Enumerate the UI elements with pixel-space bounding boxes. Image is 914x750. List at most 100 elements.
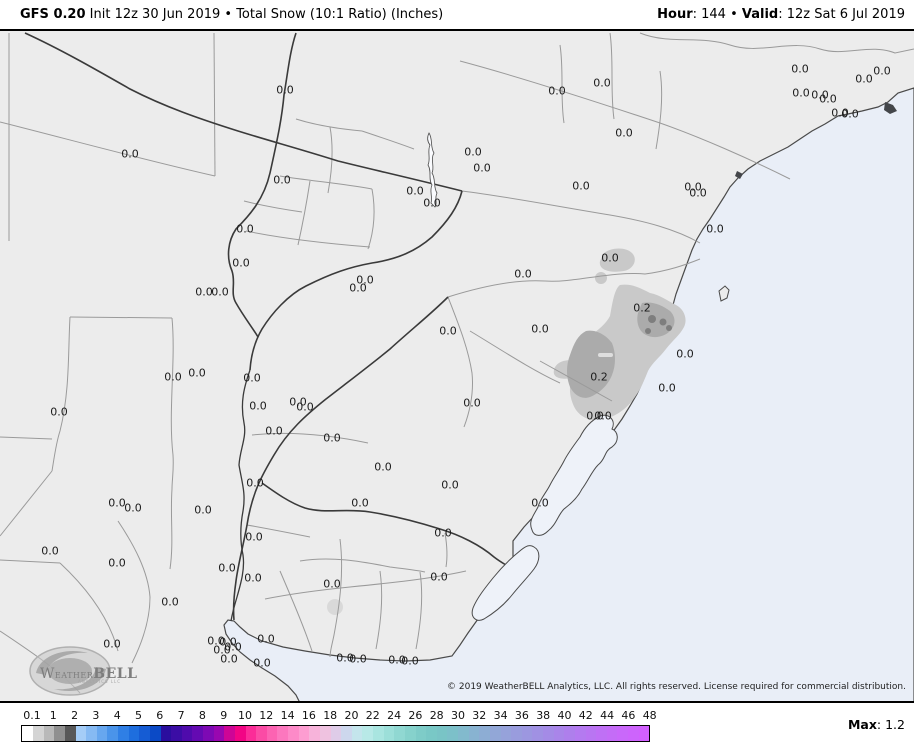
colorbar-tick-label: 28 <box>429 709 444 722</box>
grid-value-label: 0.0 <box>423 196 441 210</box>
colorbar-cell <box>245 726 257 741</box>
colorbar-cell <box>33 726 44 741</box>
colorbar-cell <box>118 726 129 741</box>
colorbar-cell <box>192 726 203 741</box>
colorbar-cell <box>181 726 193 741</box>
grid-value-label: 0.0 <box>439 324 457 338</box>
logo-subtitle: ANALYTICS LLC <box>78 679 122 684</box>
colorbar-tick-label: 8 <box>198 709 206 722</box>
colorbar-cell <box>213 726 225 741</box>
grid-value-label: 0.0 <box>791 62 809 76</box>
colorbar-tick-label: 22 <box>365 709 380 722</box>
colorbar-tick-label: 18 <box>323 709 338 722</box>
island-small <box>735 171 743 179</box>
colorbar-cell <box>404 726 416 741</box>
colorbar-cell <box>341 726 352 741</box>
grid-value-label: 0.0 <box>594 409 612 423</box>
colorbar-tick-label: 24 <box>387 709 402 722</box>
grid-value-label: 0.0 <box>246 476 264 490</box>
colorbar-cell <box>383 726 395 741</box>
grid-value-label: 0.0 <box>243 371 261 385</box>
colorbar-cell <box>553 726 565 741</box>
colorbar-cell <box>362 726 373 741</box>
colorbar-cell <box>319 726 331 741</box>
grid-value-label: 0.0 <box>689 186 707 200</box>
grid-value-label: 0.2 <box>633 301 651 315</box>
grid-value-label: 0.0 <box>531 322 549 336</box>
grid-value-label: 0.2 <box>590 370 608 384</box>
weatherbell-logo: WEATHERBELL ANALYTICS LLC <box>26 643 137 701</box>
grid-value-label: 0.0 <box>586 409 604 423</box>
grid-value-label: 0.0 <box>108 556 126 570</box>
grid-value-label: 0.0 <box>514 267 532 281</box>
grid-value-label: 0.0 <box>706 222 724 236</box>
grid-value-label: 0.0 <box>601 251 619 265</box>
colorbar-cell <box>489 726 501 741</box>
colorbar-cell <box>298 726 310 741</box>
colorbar-cell <box>256 726 267 741</box>
grid-value-label: 0.0 <box>441 478 459 492</box>
colorbar-tick-label: 10 <box>238 709 252 722</box>
colorbar-tick-label: 7 <box>177 709 185 722</box>
colorbar-tick-label: 40 <box>557 709 572 722</box>
grid-value-label: 0.0 <box>356 273 374 287</box>
colorbar-cell <box>203 726 214 741</box>
colorbar-cell <box>628 726 639 741</box>
colorbar-tick-label: 20 <box>344 709 359 722</box>
grid-value-label: 0.0 <box>108 496 126 510</box>
colorbar-cell <box>96 726 108 741</box>
logo-bell: BELL <box>93 666 138 682</box>
grid-value-label: 0.0 <box>430 570 448 584</box>
grid-value-label: 0.0 <box>401 654 419 668</box>
grid-value-label: 0.0 <box>289 395 307 409</box>
colorbar-tick-label: 14 <box>280 709 295 722</box>
copyright-text: © 2019 WeatherBELL Analytics, LLC. All r… <box>447 682 906 692</box>
grid-value-label: 0.0 <box>220 652 238 666</box>
grid-value-label: 0.0 <box>676 347 694 361</box>
logo-eather: EATHER <box>54 671 94 680</box>
grid-value-label: 0.0 <box>819 92 837 106</box>
colorbar-tick-label: 26 <box>408 709 423 722</box>
colorbar-cell <box>436 726 448 741</box>
model-subtitle: Init 12z 30 Jun 2019 • Total Snow (10:1 … <box>85 7 444 22</box>
colorbar-cell <box>309 726 320 741</box>
colorbar-cell <box>574 726 586 741</box>
grid-value-label: 0.0 <box>464 145 482 159</box>
colorbar-area: 0.1 1 2 3 4 5 6 7 8 9 10 12 14 16 18 20 22 24 26 28 30 32 34 36… <box>0 703 914 750</box>
grid-value-label: 0.0 <box>253 656 271 670</box>
colorbar-segments <box>21 725 650 742</box>
colorbar-cell <box>638 726 650 741</box>
colorbar-cell <box>86 726 97 741</box>
grid-value-label: 0.0 <box>434 526 452 540</box>
colorbar-tick-label: 42 <box>578 709 593 722</box>
grid-value-label: 0.0 <box>224 640 242 654</box>
grid-value-label: 0.0 <box>684 180 702 194</box>
grid-value-label: 0.0 <box>296 400 314 414</box>
colorbar-cell <box>224 726 235 741</box>
title-bar: GFS 0.20 Init 12z 30 Jun 2019 • Total Sn… <box>0 0 914 31</box>
colorbar-cell <box>64 726 76 741</box>
colorbar-cell <box>288 726 299 741</box>
grid-value-label: 0.0 <box>194 503 212 517</box>
logo-swirl-icon <box>29 646 111 696</box>
grid-value-label: 0.0 <box>548 84 566 98</box>
colorbar-tick-label: 44 <box>600 709 615 722</box>
colorbar-tick-label: 38 <box>536 709 551 722</box>
max-number: : 1.2 <box>876 717 905 732</box>
grid-value-label: 0.0 <box>374 460 392 474</box>
grid-value-label: 0.0 <box>121 147 139 161</box>
colorbar-cell <box>128 726 140 741</box>
grid-value-label: 0.0 <box>124 501 142 515</box>
grid-value-label: 0.0 <box>265 424 283 438</box>
colorbar-cell <box>43 726 55 741</box>
colorbar-cell <box>447 726 458 741</box>
valid-time: Hour: 144 • Valid: 12z Sat 6 Jul 2019 <box>657 7 905 22</box>
colorbar-cell <box>564 726 575 741</box>
logo-wordmark: WEATHERBELL <box>40 663 137 682</box>
colorbar-cell <box>22 726 33 741</box>
grid-value-label: 0.0 <box>615 126 633 140</box>
grid-value-label: 0.0 <box>195 285 213 299</box>
grid-value-label: 0.0 <box>276 83 294 97</box>
grid-value-label: 0.0 <box>236 222 254 236</box>
